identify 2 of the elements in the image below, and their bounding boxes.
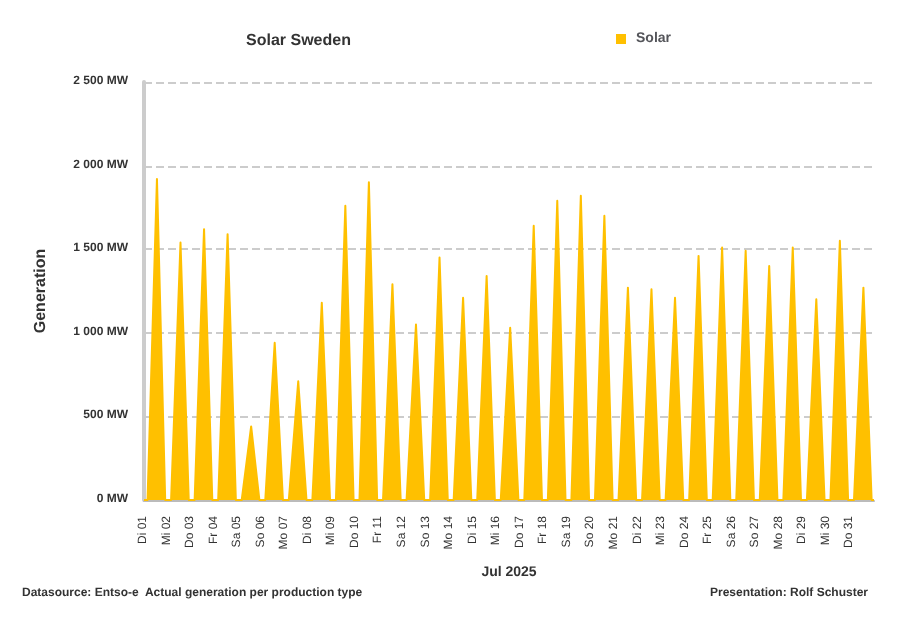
chart-title: Solar Sweden [246,31,352,49]
y-axis-title: Generation [31,248,49,334]
